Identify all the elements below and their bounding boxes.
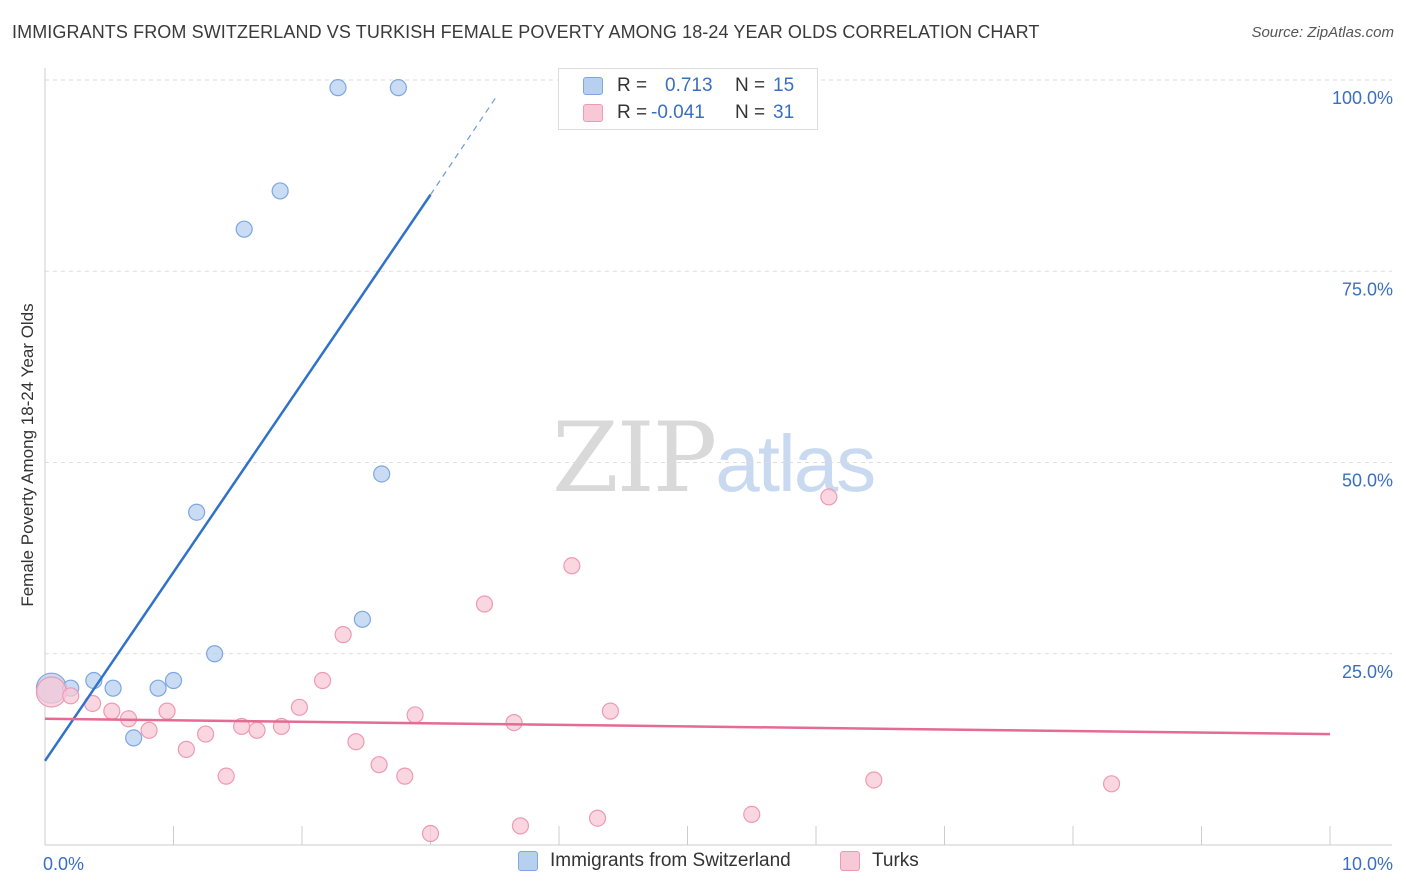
- point-turks: [197, 725, 215, 743]
- point-switzerland: [271, 182, 289, 200]
- legend-label: Immigrants from Switzerland: [550, 850, 791, 871]
- legend-swatch-pink: [583, 104, 603, 122]
- legend-swatch-blue: [518, 851, 538, 871]
- point-switzerland: [188, 503, 206, 521]
- point-turks: [347, 733, 365, 751]
- point-turks: [313, 671, 332, 690]
- point-turks: [35, 676, 68, 708]
- correlation-legend: R = 0.713 N = 15 R = -0.041 N = 31: [558, 68, 818, 130]
- point-turks: [820, 488, 838, 506]
- point-turks: [406, 706, 424, 724]
- point-turks: [217, 767, 235, 785]
- y-tick-label: 50.0%: [1342, 471, 1393, 491]
- point-switzerland: [329, 79, 347, 97]
- y-tick-label: 100.0%: [1332, 88, 1393, 108]
- point-turks: [588, 809, 607, 827]
- point-turks: [1102, 775, 1121, 793]
- trendline-switzerland: [43, 194, 432, 762]
- point-switzerland: [353, 610, 371, 628]
- point-turks: [334, 626, 352, 644]
- point-turks: [743, 805, 761, 824]
- legend-r-value: 0.713: [665, 75, 713, 96]
- point-turks: [511, 817, 530, 835]
- legend-n-value: 31: [773, 102, 795, 123]
- legend-swatch-pink: [840, 851, 860, 871]
- point-turks: [103, 702, 121, 720]
- point-turks: [865, 771, 883, 789]
- point-switzerland: [389, 79, 407, 97]
- point-switzerland: [104, 679, 122, 697]
- source-credit: Source: ZipAtlas.com: [1251, 24, 1394, 41]
- legend-n-value: 15: [773, 75, 795, 96]
- point-turks: [475, 595, 494, 613]
- legend-label: Turks: [872, 850, 919, 871]
- point-turks: [140, 721, 158, 739]
- legend-n-label: N =: [735, 75, 766, 96]
- point-switzerland: [235, 220, 253, 238]
- point-turks: [601, 702, 620, 720]
- point-turks: [62, 687, 80, 705]
- series-legend: Immigrants from Switzerland Turks: [0, 850, 1406, 878]
- point-switzerland: [206, 645, 224, 663]
- y-tick-label: 25.0%: [1342, 662, 1393, 682]
- y-tick-label: 75.0%: [1342, 279, 1393, 299]
- point-switzerland: [164, 671, 183, 690]
- point-switzerland: [373, 465, 391, 483]
- point-turks: [248, 721, 266, 739]
- point-switzerland: [149, 679, 167, 697]
- point-turks: [370, 756, 388, 774]
- legend-r-label: R =: [617, 102, 648, 123]
- point-turks: [396, 767, 414, 785]
- point-turks: [505, 713, 523, 732]
- legend-r-label: R =: [617, 75, 648, 96]
- point-turks: [421, 824, 440, 843]
- point-turks: [563, 557, 581, 575]
- point-turks: [177, 740, 195, 758]
- point-turks: [158, 702, 176, 720]
- trendline-extension-switzerland: [430, 94, 498, 196]
- x-tick-label: 0.0%: [43, 854, 84, 874]
- trendline-turks: [44, 717, 1331, 736]
- x-tick-label: 10.0%: [1342, 854, 1393, 874]
- point-turks: [290, 698, 309, 716]
- legend-swatch-blue: [583, 77, 603, 95]
- legend-n-label: N =: [735, 102, 766, 123]
- legend-r-value: -0.041: [651, 102, 705, 123]
- legend-item-switzerland[interactable]: Immigrants from Switzerland: [518, 850, 791, 872]
- chart-title: IMMIGRANTS FROM SWITZERLAND VS TURKISH F…: [12, 22, 1040, 42]
- point-switzerland: [125, 729, 143, 747]
- legend-item-turks[interactable]: Turks: [840, 850, 919, 872]
